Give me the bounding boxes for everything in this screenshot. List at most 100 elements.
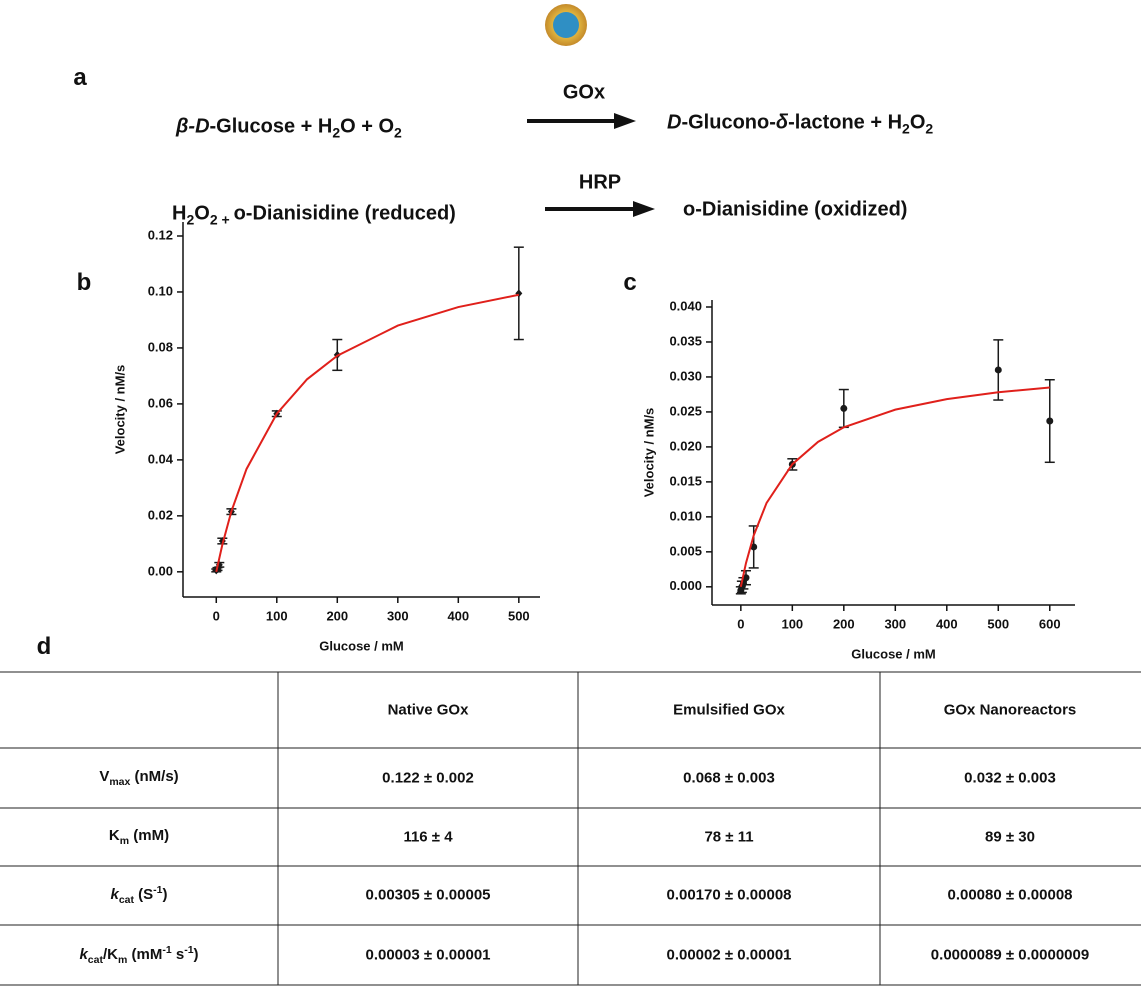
y-tick-label: 0.12 xyxy=(148,227,173,242)
text-run: -1 xyxy=(184,944,194,956)
fit-line xyxy=(739,386,1050,588)
row-label: kcat (S-1) xyxy=(110,884,167,906)
y-tick-label: 0.020 xyxy=(669,438,702,453)
x-axis-label: Glucose / mM xyxy=(851,646,936,661)
text-run: cat xyxy=(118,894,135,906)
table-cell: 78 ± 11 xyxy=(704,828,754,846)
y-axis-label: Velocity / nM/s xyxy=(641,408,656,498)
text-run: ) xyxy=(193,946,199,963)
y-tick-label: 0.06 xyxy=(148,395,173,410)
text-run: ) xyxy=(162,886,168,903)
text-run: O xyxy=(194,202,210,225)
row-label: Km (mM) xyxy=(109,827,169,847)
table-cell: 89 ± 30 xyxy=(985,828,1035,846)
text-run: 2 xyxy=(394,124,402,141)
y-tick-label: 0.02 xyxy=(148,507,173,522)
panel-label: b xyxy=(76,269,92,296)
text-run: (mM xyxy=(127,946,163,963)
text-run: 2 xyxy=(925,120,934,137)
y-tick-label: 0.040 xyxy=(669,298,702,313)
text-run: -Glucose + H xyxy=(209,115,333,138)
nanoreactor-core xyxy=(553,12,579,38)
text-run: O + O xyxy=(340,115,395,138)
products: D-Glucono-δ-lactone + H2O2 xyxy=(667,112,933,137)
panel-label: d xyxy=(36,633,52,660)
x-tick-label: 400 xyxy=(447,608,469,623)
text-run: o-Dianisidine (reduced) xyxy=(233,202,456,225)
panel-label: c xyxy=(623,269,637,296)
arrow xyxy=(545,201,655,217)
y-tick-label: 0.04 xyxy=(148,451,174,466)
column-header: GOx Nanoreactors xyxy=(943,701,1077,719)
text-run: O xyxy=(909,111,926,134)
y-tick-label: 0.00 xyxy=(148,563,173,578)
x-tick-label: 600 xyxy=(1039,616,1061,631)
table-cell: 0.00305 ± 0.00005 xyxy=(365,886,491,904)
text-run: -1 xyxy=(162,944,172,956)
x-tick-label: 0 xyxy=(737,616,744,631)
text-run: (S xyxy=(134,886,154,903)
x-tick-label: 200 xyxy=(326,608,348,623)
reactants: β-D-Glucose + H2O + O2 xyxy=(176,116,402,141)
table-cell: 0.00170 ± 0.00008 xyxy=(666,886,792,904)
text-run: H xyxy=(172,202,187,225)
table-grid xyxy=(0,671,1141,986)
x-tick-label: 0 xyxy=(213,608,220,623)
table-cell: 0.068 ± 0.003 xyxy=(683,769,775,787)
chart: 0 100 200 300 400 500 600 0.000 0.005 0.010 0.015 0… xyxy=(641,298,1075,661)
y-tick-label: 0.015 xyxy=(669,473,702,488)
data-point xyxy=(1046,417,1054,425)
text-run: V xyxy=(99,768,110,785)
y-tick-label: 0.000 xyxy=(669,578,702,593)
y-axis-label: Velocity / nM/s xyxy=(112,365,127,455)
enzyme: GOx xyxy=(562,81,606,104)
data-point xyxy=(840,404,848,412)
text-run: -lactone + H xyxy=(788,111,903,134)
text-run: 2 xyxy=(902,120,910,137)
chart: 0 100 200 300 400 500 0.00 0.02 0.04 0.06 0.08 0.10… xyxy=(112,222,540,653)
panel-label: a xyxy=(73,64,87,91)
table-cell: 116 ± 4 xyxy=(403,828,453,846)
x-tick-label: 500 xyxy=(508,608,530,623)
x-tick-label: 100 xyxy=(266,608,288,623)
enzyme: HRP xyxy=(578,171,622,194)
text-run: o-Dianisidine (oxidized) xyxy=(683,198,908,221)
column-header: Emulsified GOx xyxy=(673,701,785,719)
table-cell: 0.00003 ± 0.00001 xyxy=(365,946,491,964)
table-cell: 0.122 ± 0.002 xyxy=(382,769,474,787)
column-header: Native GOx xyxy=(387,701,469,719)
text-run: m xyxy=(117,954,128,966)
y-tick-label: 0.025 xyxy=(669,403,702,418)
text-run: -1 xyxy=(153,884,163,896)
text-run: K xyxy=(108,827,120,844)
products: o-Dianisidine (oxidized) xyxy=(683,199,907,222)
text-run: /K xyxy=(102,946,118,963)
text-run: 2 xyxy=(186,211,195,228)
text-run: 2 xyxy=(209,211,218,228)
row-label: Vmax (nM/s) xyxy=(99,768,178,788)
text-run: D xyxy=(667,111,682,134)
text-run: cat xyxy=(87,954,103,966)
table-cell: 0.032 ± 0.003 xyxy=(964,769,1056,787)
text-run: (mM) xyxy=(129,827,170,844)
text-run: k xyxy=(79,946,88,963)
x-tick-label: 100 xyxy=(781,616,803,631)
x-tick-label: 400 xyxy=(936,616,958,631)
text-run: δ xyxy=(775,111,789,134)
x-tick-label: 200 xyxy=(833,616,855,631)
y-tick-label: 0.035 xyxy=(669,333,702,348)
table-cell: 0.00080 ± 0.00008 xyxy=(947,886,1073,904)
y-tick-label: 0.08 xyxy=(148,339,173,354)
arrow xyxy=(527,113,636,129)
reactants: H2O2 + o-Dianisidine (reduced) xyxy=(172,203,456,228)
y-tick-label: 0.005 xyxy=(669,543,702,558)
data-point xyxy=(994,366,1002,374)
text-run: max xyxy=(109,776,131,788)
text-run: (nM/s) xyxy=(130,768,179,785)
text-run: -Glucono- xyxy=(681,111,776,134)
fit-line xyxy=(215,293,520,573)
y-tick-label: 0.10 xyxy=(148,283,173,298)
y-tick-label: 0.030 xyxy=(669,368,702,383)
x-tick-label: 300 xyxy=(884,616,906,631)
